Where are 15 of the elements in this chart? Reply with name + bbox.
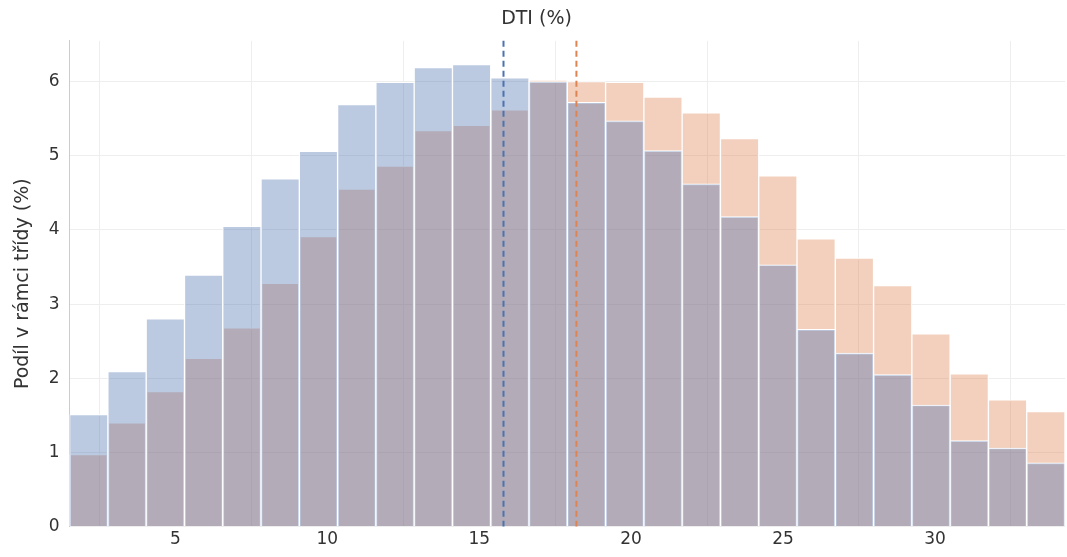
x-tick-label: 15	[468, 528, 491, 549]
chart-title: DTI (%)	[501, 6, 572, 29]
y-tick-label: 6	[48, 70, 60, 91]
y-tick-label: 0	[48, 515, 60, 536]
y-axis-title: Podíl v rámci třídy (%)	[10, 178, 33, 390]
y-tick-label: 4	[48, 218, 60, 239]
x-tick-label: 20	[620, 528, 642, 549]
y-tick-label: 3	[48, 292, 60, 313]
x-tick-label: 10	[316, 528, 339, 549]
y-tick-label: 5	[48, 144, 60, 165]
x-tick-label: 30	[924, 528, 946, 549]
y-tick-label: 2	[48, 366, 60, 387]
x-tick-label: 25	[772, 528, 794, 549]
y-tick-label: 1	[48, 440, 60, 461]
x-tick-label: 5	[169, 528, 181, 549]
